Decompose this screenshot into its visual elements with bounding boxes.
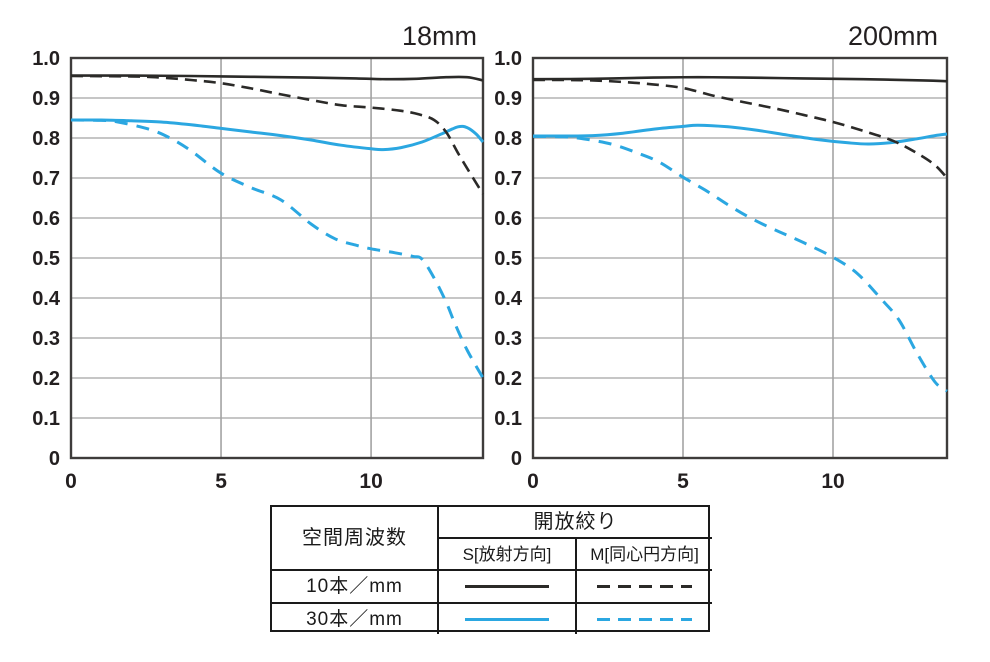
legend-table: 空間周波数 開放絞り S[放射方向] M[同心円方向] 10本／mm 30本／m… — [270, 505, 712, 634]
y-tick-label: 0.2 — [32, 368, 60, 390]
legend-spatial-frequency-header: 空間周波数 — [272, 507, 439, 569]
legend-row-30lines-label: 30本／mm — [272, 602, 439, 634]
mtf-curve-dashed-blue_curve — [70, 118, 485, 379]
legend-sample-10lines-m — [577, 569, 712, 602]
mtf-curve-solid-black_curve — [532, 75, 948, 83]
y-tick-label: 0.8 — [32, 128, 60, 150]
y-tick-label: 0.1 — [32, 408, 60, 430]
legend-sample-30lines-m — [577, 602, 712, 634]
y-tick-label: 0.5 — [32, 248, 60, 270]
legend-row-10lines-label: 10本／mm — [272, 569, 439, 602]
x-tick-label: 0 — [527, 470, 539, 493]
mtf-charts-canvas: 18mm 1.00.90.80.70.60.50.40.30.20.100 5 10… — [32, 21, 949, 493]
y-tick-label: 0 — [49, 448, 60, 470]
mtf-curve-solid-blue_curve — [70, 118, 485, 152]
y-tick-label: 0.3 — [32, 328, 60, 350]
mtf-curve-dashed-black_curve — [70, 74, 485, 195]
y-tick-label: 1.0 — [494, 48, 522, 70]
y-tick-label: 0.8 — [494, 128, 522, 150]
y-tick-label: 0.7 — [32, 168, 60, 190]
y-tick-label: 0.1 — [494, 408, 522, 430]
y-tick-label: 0.9 — [494, 88, 522, 110]
legend-subheader-sagittal: S[放射方向] — [439, 539, 577, 569]
y-tick-label: 0.4 — [494, 288, 523, 310]
y-tick-label: 0.9 — [32, 88, 60, 110]
x-tick-label: 5 — [677, 470, 689, 493]
mtf-curve-solid-black_curve — [70, 74, 484, 82]
x-tick-label: 10 — [821, 470, 844, 493]
legend-aperture-header: 開放絞り — [439, 507, 712, 539]
y-tick-label: 0.6 — [32, 208, 60, 230]
x-tick-label: 0 — [65, 470, 77, 493]
chart-title-200mm: 200mm — [848, 21, 938, 51]
x-tick-label: 10 — [359, 470, 382, 493]
x-tick-label: 5 — [215, 470, 227, 493]
y-tick-label: 0.2 — [494, 368, 522, 390]
mtf-curve-dashed-black_curve — [532, 78, 948, 179]
mtf-chart-200mm: 200mm 1.0 0.9 0.8 0.7 0.6 0.5 0.4 0.3 0.2 0.1 00 5 1… — [494, 21, 949, 493]
y-tick-label: 1.0 — [32, 48, 60, 70]
y-tick-label: 0 — [511, 448, 522, 470]
y-tick-label: 0.4 — [32, 288, 61, 310]
mtf-chart-18mm: 18mm 1.0 0.9 0.8 0.7 0.6 0.5 0.4 0.3 0.2 0.1 00 5 10 — [32, 21, 485, 493]
plot-border — [69, 56, 485, 460]
y-tick-label: 0.5 — [494, 248, 522, 270]
mtf-curve-dashed-blue_curve — [532, 134, 948, 393]
chart-title-18mm: 18mm — [402, 21, 477, 51]
black-dashed-line-sample — [597, 585, 692, 588]
plot-border — [531, 56, 949, 460]
legend-sample-10lines-s — [439, 569, 577, 602]
legend-sample-30lines-s — [439, 602, 577, 634]
y-tick-label: 0.7 — [494, 168, 522, 190]
black-solid-line-sample — [465, 585, 549, 588]
y-tick-label: 0.6 — [494, 208, 522, 230]
blue-dashed-line-sample — [597, 617, 692, 621]
mtf-curve-solid-blue_curve — [532, 123, 948, 146]
y-tick-label: 0.3 — [494, 328, 522, 350]
blue-solid-line-sample — [465, 617, 549, 621]
legend-subheader-meridional: M[同心円方向] — [590, 544, 699, 564]
